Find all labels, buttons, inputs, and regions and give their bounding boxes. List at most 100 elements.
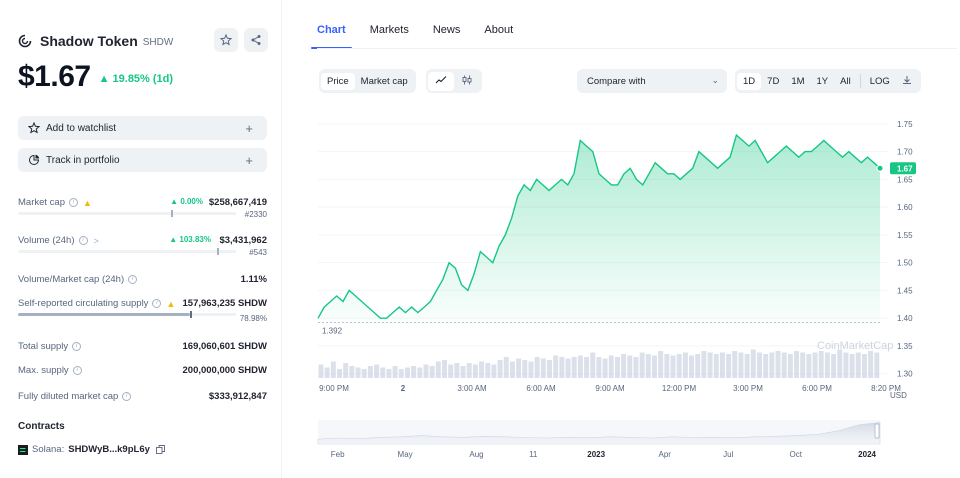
volume-bar bbox=[756, 352, 762, 378]
info-icon[interactable]: i bbox=[69, 198, 78, 207]
download-button[interactable] bbox=[896, 72, 918, 91]
stat-change: ▲ 0.00% bbox=[170, 197, 203, 206]
volume-bar bbox=[732, 351, 738, 378]
volume-bar bbox=[633, 357, 639, 378]
pie-chart-icon bbox=[29, 154, 40, 165]
volume-bar bbox=[868, 351, 874, 378]
volume-bar bbox=[367, 366, 373, 378]
volume-bar bbox=[744, 354, 750, 378]
stat-volume: Volume (24h) i > ▲ 103.83% $3,431,962 #543 bbox=[18, 235, 267, 261]
volume-bar bbox=[349, 366, 355, 378]
stat-label: Max. supply bbox=[18, 365, 69, 376]
warning-icon[interactable]: ▲ bbox=[166, 298, 176, 309]
info-icon[interactable]: i bbox=[122, 392, 132, 401]
x-tick-label: 6:00 AM bbox=[526, 384, 556, 393]
tab-markets[interactable]: Markets bbox=[369, 24, 409, 36]
volume-bar bbox=[479, 361, 485, 378]
info-icon[interactable]: i bbox=[72, 366, 82, 375]
volume-bar bbox=[466, 363, 472, 378]
price-chart[interactable]: CoinMarketCap 1.392 1.75 1.70 1.65 1.60 1.55… bbox=[283, 0, 960, 478]
volume-bar bbox=[621, 354, 627, 378]
price-toggle-button[interactable]: Price bbox=[321, 72, 355, 90]
warning-icon[interactable]: ▲ bbox=[83, 197, 92, 208]
volume-bar bbox=[565, 358, 571, 378]
compare-with-label: Compare with bbox=[587, 75, 646, 87]
range-navigator[interactable]: Feb May Aug 11 2023 Apr Jul Oct 2024 bbox=[317, 420, 881, 459]
volume-bar bbox=[713, 354, 719, 378]
info-icon[interactable]: i bbox=[128, 275, 138, 284]
volume-bar bbox=[534, 357, 540, 378]
current-price: $1.67 bbox=[18, 60, 91, 93]
volume-bar bbox=[645, 354, 651, 378]
range-1d-button[interactable]: 1D bbox=[737, 72, 762, 90]
volume-bar bbox=[837, 349, 843, 378]
volume-bar bbox=[442, 360, 447, 378]
volume-bar bbox=[651, 355, 657, 378]
plus-icon: + bbox=[245, 120, 253, 136]
info-icon[interactable]: i bbox=[72, 342, 82, 351]
navigator-tick-label: Aug bbox=[469, 450, 483, 459]
x-axis: 9:00 PM 2 3:00 AM 6:00 AM 9:00 AM 12:00 PM 3:0… bbox=[319, 384, 901, 393]
star-outline-icon bbox=[28, 122, 40, 134]
add-to-watchlist-button[interactable]: Add to watchlist + bbox=[18, 116, 267, 140]
market-cap-toggle-button[interactable]: Market cap bbox=[360, 75, 408, 87]
stat-value: 200,000,000 SHDW bbox=[182, 365, 268, 376]
stat-rank: #543 bbox=[249, 248, 267, 257]
x-tick-label: 3:00 PM bbox=[733, 384, 763, 393]
volume-bar bbox=[491, 364, 497, 378]
y-axis: 1.75 1.70 1.65 1.60 1.55 1.50 1.45 1.40 1.35 1.30… bbox=[890, 120, 916, 400]
info-icon[interactable]: i bbox=[78, 236, 88, 245]
tab-about[interactable]: About bbox=[484, 24, 514, 36]
favorite-button[interactable] bbox=[214, 28, 238, 52]
chart-panel: Chart Markets News About Price Market ca… bbox=[283, 0, 960, 478]
share-button[interactable] bbox=[244, 28, 268, 52]
navigator-tick-label: Jul bbox=[723, 450, 733, 459]
range-1m-button[interactable]: 1M bbox=[791, 75, 805, 87]
volume-bar bbox=[664, 354, 670, 378]
rank-marker bbox=[171, 210, 173, 217]
chart-watermark: CoinMarketCap bbox=[817, 340, 893, 352]
volume-bar bbox=[855, 352, 861, 378]
contract-address[interactable]: SHDWyB...k9pL6y bbox=[68, 444, 150, 455]
volume-bar bbox=[806, 354, 812, 378]
volume-bar bbox=[676, 354, 682, 378]
volume-bar bbox=[392, 366, 398, 378]
info-icon[interactable]: i bbox=[152, 299, 162, 308]
line-chart-button[interactable] bbox=[428, 71, 454, 91]
volume-bar bbox=[800, 352, 806, 378]
volume-bar bbox=[559, 357, 565, 378]
volume-bar bbox=[843, 352, 849, 378]
shadow-token-logo-icon bbox=[18, 34, 32, 48]
navigator-tick-label: 2023 bbox=[587, 450, 605, 459]
copy-icon[interactable] bbox=[155, 445, 165, 454]
volume-bar bbox=[528, 361, 534, 378]
range-1y-button[interactable]: 1Y bbox=[816, 75, 829, 87]
x-tick-label: 12:00 PM bbox=[662, 384, 697, 393]
chevron-right-icon[interactable]: > bbox=[93, 235, 99, 246]
stat-value: 157,963,235 SHDW bbox=[182, 298, 268, 309]
volume-bar bbox=[361, 369, 367, 378]
contract-row: Solana: SHDWyB...k9pL6y bbox=[18, 444, 165, 455]
candlestick-icon bbox=[462, 75, 472, 84]
tab-news[interactable]: News bbox=[432, 24, 461, 36]
volume-bar bbox=[874, 352, 880, 378]
range-7d-button[interactable]: 7D bbox=[767, 75, 780, 87]
stat-value: 169,060,601 SHDW bbox=[182, 341, 268, 352]
track-in-portfolio-button[interactable]: Track in portfolio + bbox=[18, 148, 267, 172]
portfolio-label: Track in portfolio bbox=[46, 154, 120, 166]
contract-chain: Solana: bbox=[32, 444, 65, 455]
range-all-button[interactable]: All bbox=[840, 75, 851, 87]
current-price-dot bbox=[876, 164, 884, 172]
time-range-selector: 1D 7D 1M 1Y All LOG bbox=[735, 69, 921, 93]
compare-with-dropdown[interactable]: Compare with ⌄ bbox=[577, 69, 727, 93]
log-scale-button[interactable]: LOG bbox=[869, 75, 890, 87]
volume-bar bbox=[596, 357, 602, 378]
volume-bar bbox=[355, 367, 361, 378]
volume-bar bbox=[602, 358, 608, 378]
line-chart-icon bbox=[435, 75, 447, 83]
volume-bar bbox=[343, 363, 349, 378]
volume-bar bbox=[695, 354, 701, 378]
candlestick-chart-button[interactable] bbox=[454, 72, 480, 91]
volume-bar bbox=[818, 351, 824, 378]
